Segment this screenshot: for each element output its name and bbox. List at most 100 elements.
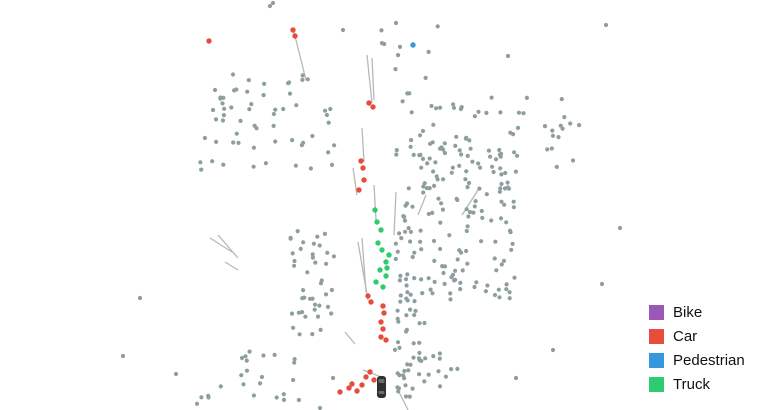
static-point	[330, 375, 336, 381]
legend-swatch-truck	[649, 376, 664, 392]
static-point	[271, 123, 276, 128]
static-point	[502, 202, 507, 207]
static-point	[194, 401, 200, 406]
static-point	[292, 357, 297, 362]
car-marker	[378, 319, 384, 325]
static-point	[403, 229, 408, 234]
static-point	[463, 177, 468, 182]
static-point	[273, 139, 278, 144]
static-point	[510, 132, 516, 137]
static-point	[504, 282, 509, 287]
static-point	[263, 161, 268, 166]
static-point	[429, 103, 434, 109]
static-point	[221, 113, 226, 118]
static-point	[405, 290, 410, 295]
static-point	[478, 165, 483, 170]
static-point	[458, 280, 463, 285]
static-point	[542, 124, 548, 129]
static-point	[489, 95, 494, 100]
static-point	[329, 311, 334, 316]
static-point	[442, 264, 448, 269]
static-point	[498, 166, 503, 171]
track-line	[352, 167, 358, 196]
static-point	[273, 107, 278, 112]
static-point	[262, 81, 267, 86]
static-point	[290, 138, 295, 143]
static-point	[419, 358, 424, 363]
static-point	[451, 102, 456, 107]
static-point	[494, 268, 499, 273]
static-point	[450, 165, 455, 170]
static-point	[418, 152, 423, 157]
static-point	[395, 340, 401, 345]
static-point	[395, 308, 400, 313]
static-point	[325, 250, 330, 255]
static-point	[252, 123, 257, 128]
static-point	[503, 170, 508, 176]
car-marker	[337, 389, 343, 395]
static-point	[410, 386, 415, 391]
static-point	[419, 277, 424, 282]
static-point	[420, 128, 426, 134]
agent-markers-layer	[206, 27, 416, 395]
static-point	[230, 72, 236, 77]
static-point	[422, 320, 427, 326]
static-point	[493, 239, 498, 244]
static-point	[434, 174, 439, 179]
static-point	[472, 114, 477, 119]
truck-marker	[380, 284, 386, 290]
static-point	[409, 138, 414, 143]
static-point	[442, 281, 447, 286]
static-point	[472, 284, 477, 290]
car-marker	[206, 38, 212, 44]
static-point	[404, 329, 409, 334]
track-line	[393, 191, 397, 236]
legend-label-bike: Bike	[673, 303, 703, 321]
static-point	[465, 153, 470, 158]
static-point	[241, 382, 246, 387]
static-point	[498, 110, 503, 115]
static-point	[317, 303, 322, 308]
static-point	[479, 239, 484, 244]
track-line	[461, 189, 479, 216]
static-point	[417, 350, 422, 355]
static-point	[412, 299, 417, 304]
static-point	[300, 296, 305, 301]
static-point	[599, 281, 605, 287]
static-point	[493, 157, 499, 162]
static-point	[434, 106, 439, 111]
static-point	[292, 258, 297, 264]
static-point	[408, 362, 413, 367]
static-point	[464, 248, 469, 254]
static-point	[417, 372, 422, 377]
static-point	[221, 162, 226, 167]
static-point	[326, 150, 331, 155]
static-point	[300, 77, 305, 82]
static-point	[440, 207, 445, 212]
static-point	[489, 218, 494, 223]
static-point	[512, 275, 517, 280]
static-point	[294, 103, 299, 108]
static-point	[486, 148, 491, 153]
static-point	[464, 207, 469, 212]
static-point	[251, 393, 256, 398]
static-point	[173, 371, 179, 377]
car-marker	[349, 381, 355, 387]
static-point	[243, 354, 248, 359]
track-line	[344, 331, 356, 345]
static-point	[120, 353, 126, 359]
static-point	[397, 373, 402, 378]
static-point	[267, 3, 273, 9]
static-point	[504, 287, 509, 292]
static-point	[289, 311, 295, 316]
legend-swatch-bike	[649, 304, 664, 320]
static-point	[405, 201, 410, 206]
static-point	[259, 374, 265, 380]
static-point	[331, 254, 336, 259]
static-point	[459, 250, 464, 255]
static-point	[402, 214, 407, 219]
legend-item-truck: Truck	[649, 372, 759, 396]
static-point	[454, 134, 459, 139]
static-point	[249, 102, 254, 107]
